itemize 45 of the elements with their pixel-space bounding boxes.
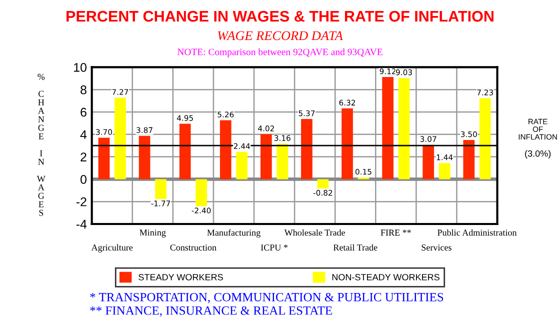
bar <box>220 120 232 180</box>
bar <box>301 119 312 180</box>
bar <box>422 144 434 180</box>
x-tick-label: Retail Trade <box>333 244 378 251</box>
y-tick-label: 0 <box>80 175 86 184</box>
bar <box>236 152 248 180</box>
legend-label: STEADY WORKERS <box>138 274 223 280</box>
bar <box>260 134 272 180</box>
y-tick-label: -4 <box>76 220 87 229</box>
bar <box>276 144 288 180</box>
legend-label: NON-STEADY WORKERS <box>332 274 440 280</box>
bar <box>138 136 150 180</box>
y-tick-label: 6 <box>80 108 86 117</box>
x-tick-label: Public Administration <box>438 229 517 236</box>
bar <box>382 77 394 180</box>
x-tick-label: FIRE ** <box>380 230 411 236</box>
x-tick-label: Construction <box>170 244 216 251</box>
x-tick-label: ICPU * <box>260 244 288 251</box>
x-tick-label: Agriculture <box>91 244 133 252</box>
bar <box>438 163 450 180</box>
bar <box>98 138 110 180</box>
bar <box>155 179 166 200</box>
text: % CHANGE IN WAGES <box>36 74 46 216</box>
chart-title: PERCENT CHANGE IN WAGES & THE RATE OF INFLATION <box>66 10 494 22</box>
bar <box>463 140 475 180</box>
x-tick-label: Services <box>422 244 452 251</box>
y-tick-label: 8 <box>80 85 86 94</box>
y-tick-label: 4 <box>80 130 87 139</box>
text: NOTE: Comparison between 92QAVE and 93QAVE <box>177 48 382 58</box>
bar <box>114 98 126 180</box>
y-tick-label: 10 <box>74 63 86 72</box>
text: * TRANSPORTATION, COMMUNICATION & PUBLIC UTILITIES <box>90 292 444 304</box>
y-tick-label: -2 <box>76 197 86 206</box>
x-tick-label: Wholesale Trade <box>284 229 345 236</box>
chart-subtitle: WAGE RECORD DATA <box>218 31 343 40</box>
bar <box>398 78 410 180</box>
bar <box>179 124 191 180</box>
x-tick-label: Manufacturing <box>207 229 260 238</box>
bar <box>317 179 329 188</box>
bar <box>479 98 491 180</box>
bar <box>342 108 353 180</box>
y-tick-label: 2 <box>80 152 86 162</box>
bar <box>196 179 207 206</box>
x-tick-label: Mining <box>140 230 166 238</box>
text: ** FINANCE, INSURANCE & REAL ESTATE <box>90 306 332 317</box>
